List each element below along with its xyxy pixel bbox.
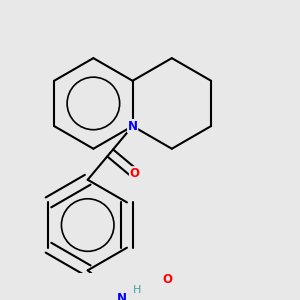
Text: N: N: [117, 292, 127, 300]
Text: N: N: [128, 120, 138, 133]
Text: H: H: [134, 285, 142, 295]
Text: O: O: [130, 167, 140, 180]
Text: O: O: [163, 273, 173, 286]
